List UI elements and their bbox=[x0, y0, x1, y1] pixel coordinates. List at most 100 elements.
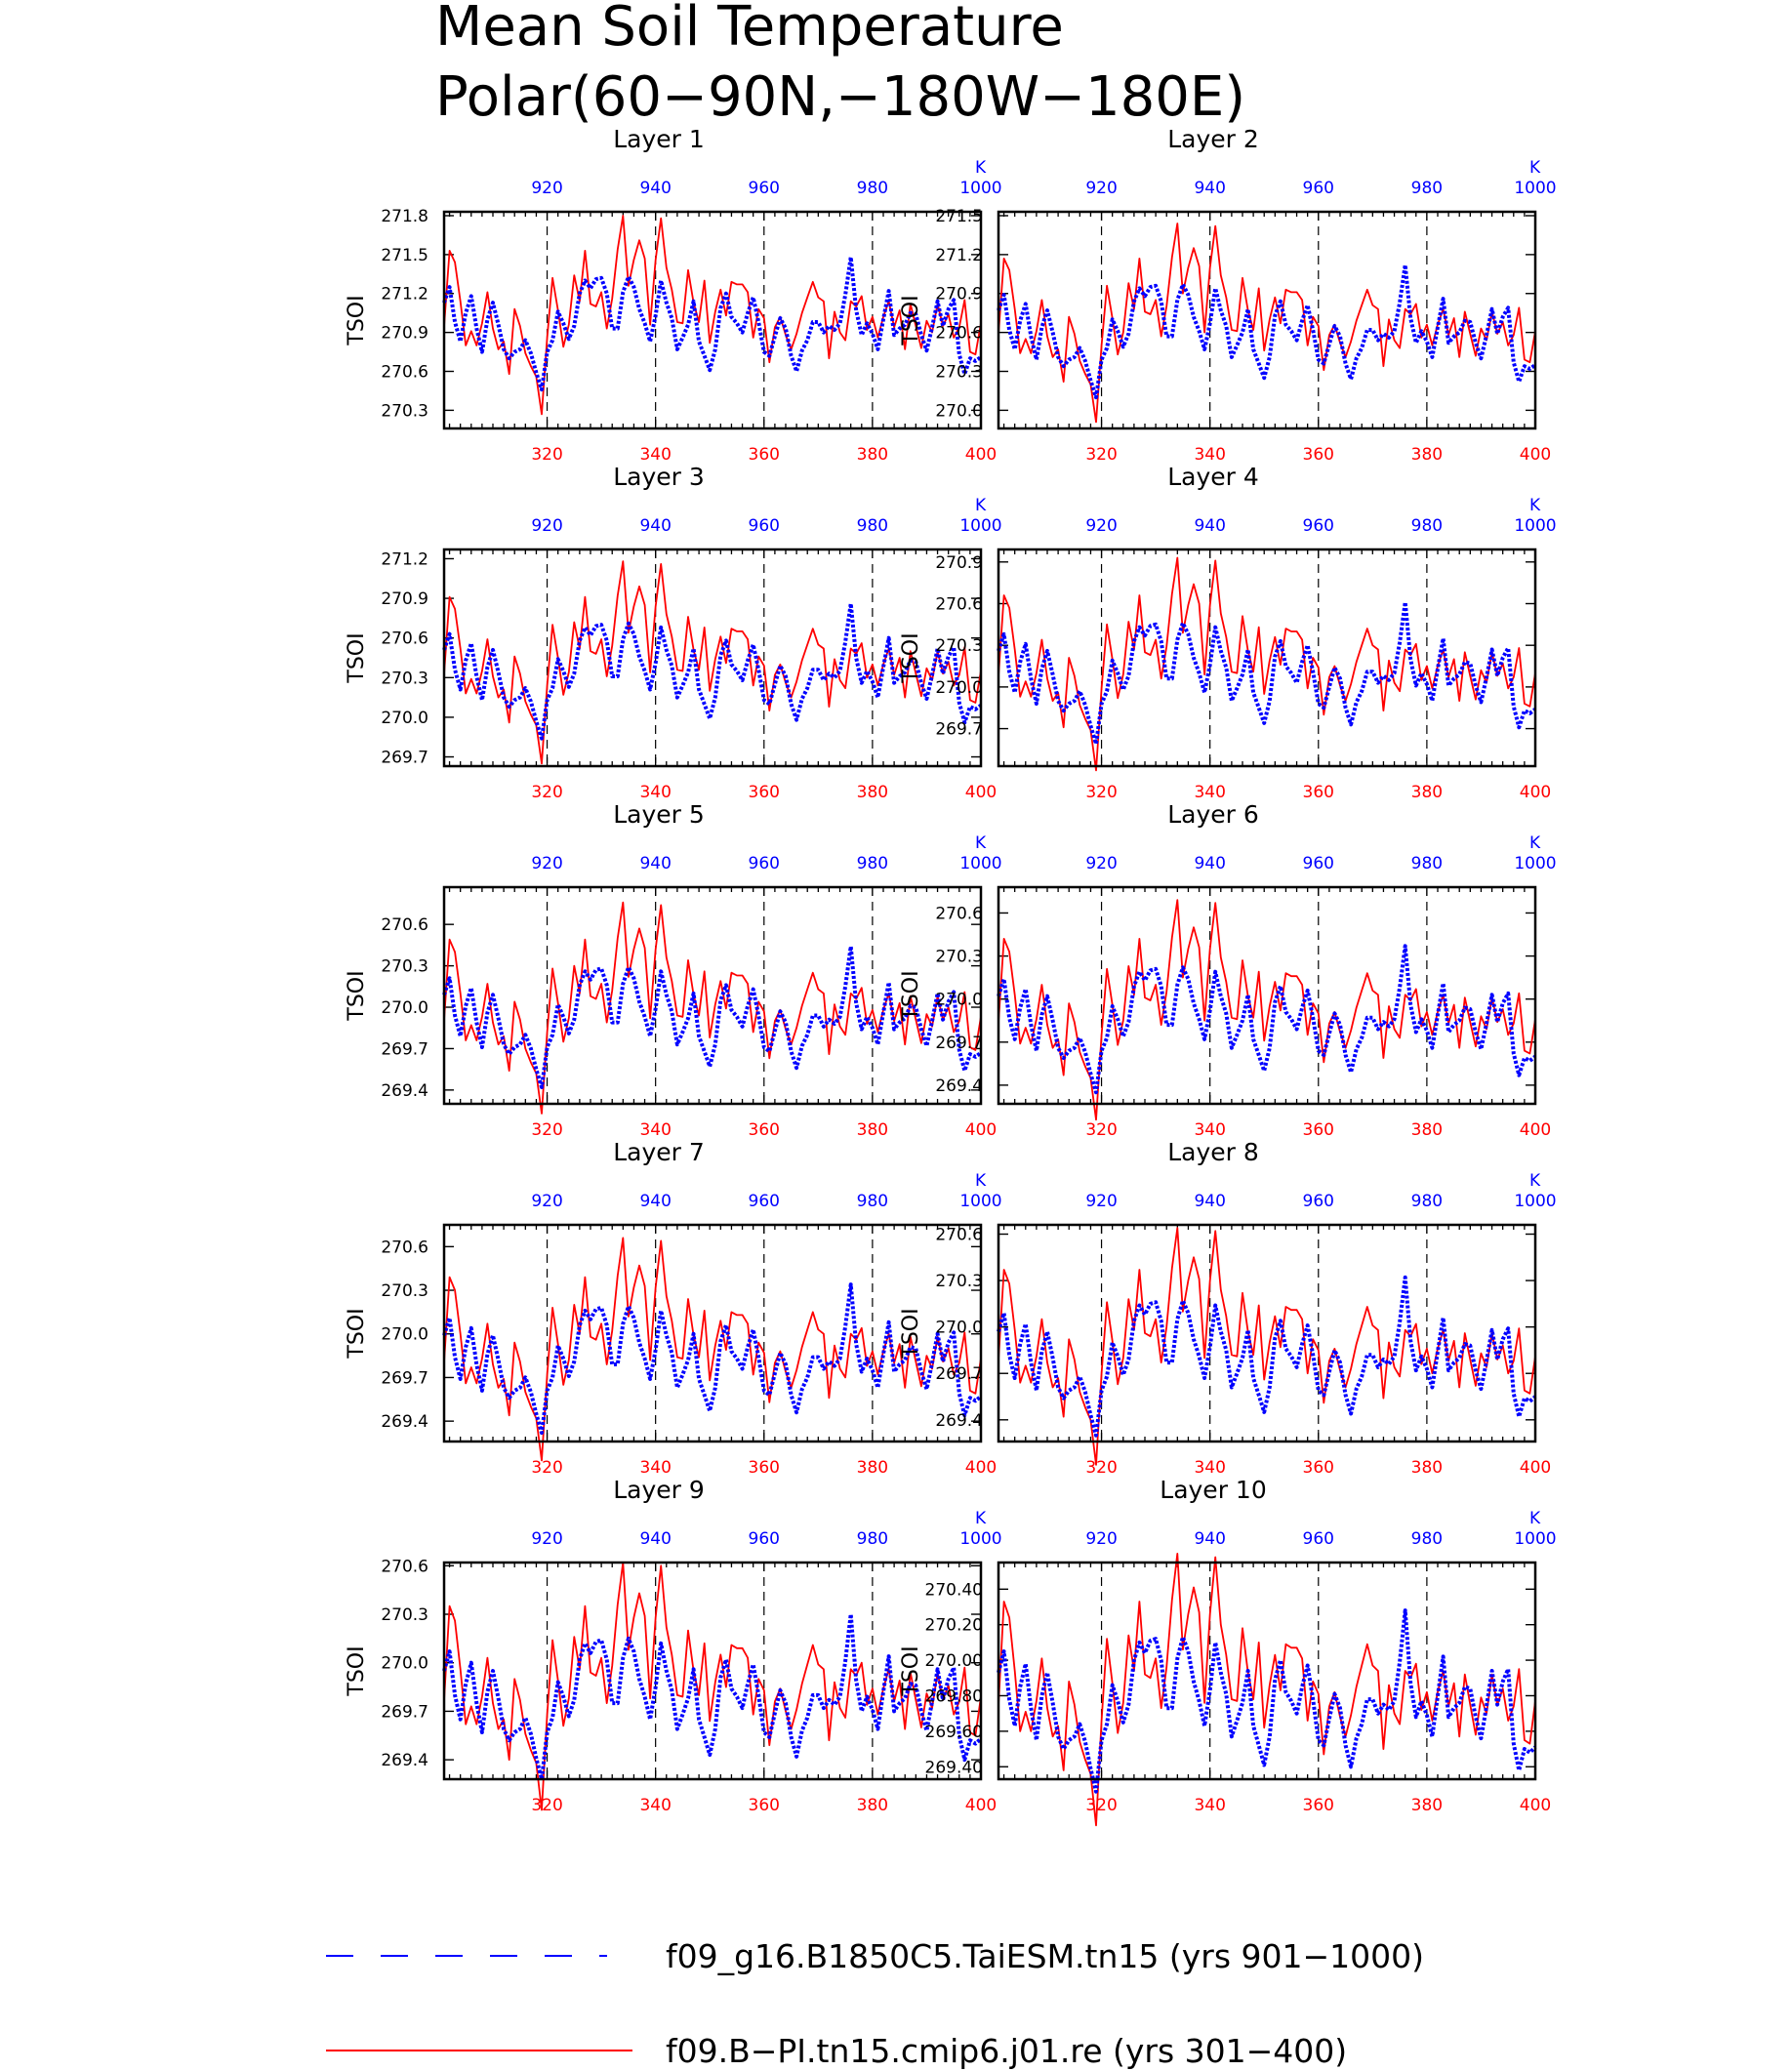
series-red-layer-8 bbox=[998, 1227, 1536, 1466]
top-axis-label-layer-1: K bbox=[975, 158, 987, 178]
series-blue-layer-10 bbox=[997, 1608, 1537, 1794]
ytick-label-layer-4-1: 270.0 bbox=[935, 678, 983, 698]
panel-layer-5: Layer 5 TSOI K 320 340 360 380 400 920 940 960 980 1… bbox=[345, 800, 1002, 1140]
panel-title-layer-3: Layer 3 bbox=[613, 463, 705, 491]
ytick-label-layer-8-2: 270.0 bbox=[935, 1319, 983, 1338]
bottom-tick-label-layer-3-0: 320 bbox=[531, 783, 562, 802]
ytick-label-layer-9-0: 269.4 bbox=[381, 1751, 428, 1770]
plot-frame-layer-9 bbox=[442, 1561, 983, 1781]
ytick-label-layer-8-3: 270.3 bbox=[935, 1272, 983, 1291]
top-axis-label-layer-6: K bbox=[1529, 833, 1541, 853]
ytick-label-layer-6-3: 270.3 bbox=[935, 948, 983, 967]
top-tick-label-layer-4-3: 980 bbox=[1411, 516, 1443, 536]
series-blue-layer-6 bbox=[997, 944, 1537, 1095]
ytick-label-layer-10-1: 269.60 bbox=[925, 1723, 983, 1742]
bottom-tick-label-layer-10-0: 320 bbox=[1085, 1796, 1117, 1815]
series-red-layer-4 bbox=[998, 556, 1536, 772]
top-tick-label-layer-4-2: 960 bbox=[1303, 516, 1334, 536]
ytick-label-layer-5-3: 270.3 bbox=[381, 957, 428, 977]
ytick-label-layer-8-0: 269.4 bbox=[935, 1411, 983, 1431]
top-tick-label-layer-5-0: 920 bbox=[531, 854, 562, 873]
ytick-label-layer-1-4: 271.5 bbox=[381, 246, 428, 265]
ylabel-layer-3: TSOI bbox=[345, 632, 369, 683]
ytick-label-layer-7-2: 270.0 bbox=[381, 1325, 428, 1345]
panel-layer-7: Layer 7 TSOI K 320 340 360 380 400 920 940 960 980 1… bbox=[345, 1138, 1002, 1478]
ytick-label-layer-7-0: 269.4 bbox=[381, 1412, 428, 1432]
top-tick-label-layer-7-4: 1000 bbox=[959, 1192, 1001, 1211]
bottom-tick-label-layer-7-3: 380 bbox=[857, 1458, 888, 1478]
bottom-tick-label-layer-8-0: 320 bbox=[1085, 1458, 1117, 1478]
series-blue-layer-7 bbox=[442, 1282, 983, 1436]
bottom-tick-label-layer-4-3: 380 bbox=[1411, 783, 1443, 802]
top-tick-label-layer-2-2: 960 bbox=[1303, 179, 1334, 198]
ytick-label-layer-9-2: 270.0 bbox=[381, 1654, 428, 1674]
top-tick-label-layer-5-2: 960 bbox=[749, 854, 780, 873]
bottom-tick-label-layer-5-2: 360 bbox=[749, 1120, 780, 1140]
panel-layer-10: Layer 10 TSOI K 320 340 360 380 400 920 940 960 980… bbox=[899, 1476, 1557, 1827]
ytick-label-layer-1-2: 270.9 bbox=[381, 324, 428, 344]
ytick-label-layer-10-5: 270.40 bbox=[925, 1580, 983, 1600]
series-red-layer-3 bbox=[443, 560, 982, 765]
plot-frame-layer-3 bbox=[442, 548, 983, 768]
bottom-tick-label-layer-8-2: 360 bbox=[1303, 1458, 1334, 1478]
ytick-label-layer-2-0: 270.0 bbox=[935, 401, 983, 421]
top-tick-label-layer-8-0: 920 bbox=[1085, 1192, 1117, 1211]
top-tick-label-layer-6-3: 980 bbox=[1411, 854, 1443, 873]
bottom-tick-label-layer-8-3: 380 bbox=[1411, 1458, 1443, 1478]
top-tick-label-layer-10-2: 960 bbox=[1303, 1529, 1334, 1549]
top-tick-label-layer-8-3: 980 bbox=[1411, 1192, 1443, 1211]
bottom-tick-label-layer-5-3: 380 bbox=[857, 1120, 888, 1140]
bottom-tick-label-layer-8-1: 340 bbox=[1194, 1458, 1225, 1478]
ytick-label-layer-3-0: 269.7 bbox=[381, 749, 428, 768]
top-tick-label-layer-9-1: 940 bbox=[639, 1529, 671, 1549]
series-red-layer-5 bbox=[443, 901, 982, 1115]
top-tick-label-layer-5-1: 940 bbox=[639, 854, 671, 873]
series-blue-layer-1 bbox=[442, 255, 983, 392]
ytick-label-layer-8-4: 270.6 bbox=[935, 1226, 983, 1245]
series-red-layer-7 bbox=[443, 1237, 982, 1462]
ytick-label-layer-1-3: 271.2 bbox=[381, 285, 428, 305]
panel-layer-8: Layer 8 TSOI K 320 340 360 380 400 920 940 960 980 1… bbox=[899, 1138, 1557, 1478]
ytick-label-layer-9-1: 269.7 bbox=[381, 1702, 428, 1722]
top-axis-label-layer-8: K bbox=[1529, 1171, 1541, 1191]
ytick-label-layer-9-3: 270.3 bbox=[381, 1605, 428, 1625]
panel-title-layer-7: Layer 7 bbox=[613, 1138, 705, 1166]
ytick-label-layer-3-5: 271.2 bbox=[381, 549, 428, 569]
ylabel-layer-5: TSOI bbox=[345, 970, 369, 1021]
series-blue-layer-5 bbox=[442, 944, 983, 1089]
top-tick-label-layer-2-0: 920 bbox=[1085, 179, 1117, 198]
top-tick-label-layer-3-3: 980 bbox=[857, 516, 888, 536]
bottom-tick-label-layer-9-4: 400 bbox=[965, 1796, 997, 1815]
bottom-tick-label-layer-9-1: 340 bbox=[639, 1796, 671, 1815]
ylabel-layer-8: TSOI bbox=[899, 1308, 923, 1359]
series-red-layer-2 bbox=[998, 223, 1536, 424]
bottom-tick-label-layer-6-4: 400 bbox=[1520, 1120, 1551, 1140]
bottom-tick-label-layer-8-4: 400 bbox=[1520, 1458, 1551, 1478]
top-tick-label-layer-5-4: 1000 bbox=[959, 854, 1001, 873]
top-tick-label-layer-7-1: 940 bbox=[639, 1192, 671, 1211]
bottom-tick-label-layer-10-1: 340 bbox=[1194, 1796, 1225, 1815]
top-tick-label-layer-1-1: 940 bbox=[639, 179, 671, 198]
bottom-tick-label-layer-3-1: 340 bbox=[639, 783, 671, 802]
bottom-tick-label-layer-6-3: 380 bbox=[1411, 1120, 1443, 1140]
legend-label-case2: f09.B−PI.tn15.cmip6.j01.re (yrs 301−400) bbox=[666, 2032, 1347, 2070]
series-red-layer-6 bbox=[998, 899, 1536, 1121]
top-tick-label-layer-9-4: 1000 bbox=[959, 1529, 1001, 1549]
bottom-tick-label-layer-7-4: 400 bbox=[965, 1458, 997, 1478]
bottom-tick-label-layer-6-1: 340 bbox=[1194, 1120, 1225, 1140]
ytick-label-layer-5-1: 269.7 bbox=[381, 1039, 428, 1059]
plot-frame-layer-10 bbox=[997, 1561, 1537, 1781]
panel-title-layer-8: Layer 8 bbox=[1167, 1138, 1259, 1166]
bottom-tick-label-layer-1-1: 340 bbox=[639, 445, 671, 465]
ytick-label-layer-2-4: 271.2 bbox=[935, 246, 983, 265]
bottom-tick-label-layer-1-2: 360 bbox=[749, 445, 780, 465]
ytick-label-layer-3-1: 270.0 bbox=[381, 709, 428, 728]
top-tick-label-layer-1-3: 980 bbox=[857, 179, 888, 198]
series-red-layer-10 bbox=[998, 1553, 1536, 1827]
bottom-tick-label-layer-6-2: 360 bbox=[1303, 1120, 1334, 1140]
ytick-label-layer-5-0: 269.4 bbox=[381, 1081, 428, 1101]
top-axis-label-layer-7: K bbox=[975, 1171, 987, 1191]
ylabel-layer-9: TSOI bbox=[345, 1645, 369, 1696]
top-tick-label-layer-8-4: 1000 bbox=[1514, 1192, 1556, 1211]
